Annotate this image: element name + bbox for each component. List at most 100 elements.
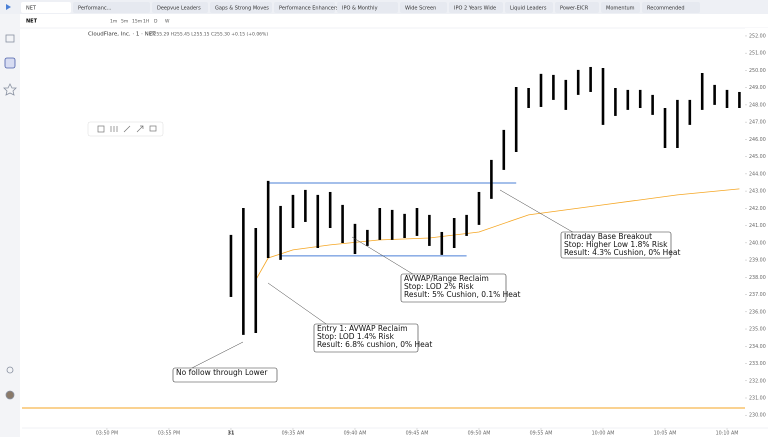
tab[interactable] — [449, 2, 503, 13]
annotation-box — [313, 323, 419, 353]
y-tick-label: 232.00 — [749, 378, 766, 384]
annotation-text: Stop: LOD 2% Risk — [404, 282, 474, 291]
y-tick-label: 250.00 — [749, 68, 766, 74]
sidebar-icons — [3, 34, 17, 400]
ohlc-legend: O255.29 H255.45 L255.15 C255.30 +0.15 (+… — [150, 32, 268, 38]
icon[interactable] — [5, 34, 15, 43]
x-tick-label: 09:40 AM — [344, 431, 367, 437]
tab-label[interactable]: IPO & Monthly — [342, 6, 378, 12]
y-tick-label: 236.00 — [749, 309, 766, 315]
chart-title: CloudFlare, Inc. · 1 · NET — [88, 32, 156, 38]
y-tick-label: 248.00 — [749, 102, 766, 108]
annotation-text: Result: 4.3% Cushion, 0% Heat — [564, 248, 680, 257]
tab-label[interactable]: Performanc... — [78, 6, 112, 12]
tab[interactable] — [601, 2, 640, 13]
tab[interactable] — [337, 2, 398, 13]
interval[interactable]: 1m — [110, 19, 117, 25]
interval[interactable]: 5m — [121, 19, 128, 25]
drawing-toolbar[interactable] — [87, 121, 164, 137]
y-tick-label: 237.00 — [749, 292, 766, 298]
annotation-text: Stop: LOD 1.4% Risk — [317, 332, 395, 341]
interval[interactable]: D — [154, 19, 158, 25]
tab[interactable] — [555, 2, 599, 13]
tab-label[interactable]: Momentum — [606, 6, 635, 12]
x-tick-label: 09:55 AM — [530, 431, 553, 437]
y-tick-label: 239.00 — [749, 258, 766, 264]
tab-label[interactable]: Wide Screen — [405, 6, 436, 12]
pointer — [351, 236, 417, 277]
tab[interactable] — [400, 2, 447, 13]
x-tick-label: 09:35 AM — [282, 431, 305, 437]
annotation-box — [400, 273, 507, 303]
plot: 252.00 251.00 250.00 249.00 248.00 247.00 246.… — [22, 33, 766, 437]
tab[interactable] — [73, 2, 150, 13]
tab-label[interactable]: NET — [26, 6, 37, 12]
annotation-text: Stop: Higher Low 1.8% Risk — [564, 240, 668, 249]
sidebar — [0, 14, 20, 437]
y-tick-label: 245.00 — [749, 154, 766, 160]
y-tick-label: 251.00 — [749, 51, 766, 57]
x-tick-label: 09:50 AM — [468, 431, 491, 437]
tool[interactable] — [97, 125, 105, 133]
y-tick-label: 238.00 — [749, 275, 766, 281]
tool[interactable] — [136, 125, 144, 133]
x-tick-label: 31 — [228, 431, 235, 437]
pointer — [499, 189, 577, 235]
y-tick-label: 243.00 — [749, 189, 766, 195]
x-tick-label: 03:50 PM — [96, 431, 118, 437]
tab[interactable] — [274, 2, 335, 13]
y-tick-label: 235.00 — [749, 327, 766, 333]
interval[interactable]: 15m — [132, 19, 142, 25]
y-tick-label: 233.00 — [749, 361, 766, 367]
icon[interactable] — [4, 57, 16, 69]
x-tick-label: 03:55 PM — [158, 431, 180, 437]
x-tick-label: 10:00 AM — [592, 431, 615, 437]
pointer — [187, 341, 244, 371]
x-tick-label: 09:45 AM — [406, 431, 429, 437]
annotation-text: Entry 1: AVWAP Reclaim — [317, 324, 408, 333]
tool[interactable] — [110, 126, 118, 132]
tab-label[interactable]: Power-EICR — [560, 6, 589, 12]
tab[interactable] — [505, 2, 553, 13]
tab[interactable] — [152, 2, 208, 13]
annotation-text: Result: 6.8% cushion, 0% Heat — [317, 340, 432, 349]
tab[interactable] — [642, 2, 700, 13]
tab[interactable] — [210, 2, 272, 13]
tab[interactable] — [21, 2, 71, 13]
annotation-box — [172, 367, 278, 383]
toolbar: NET 1m 5m 15m 1H D W — [26, 19, 170, 25]
y-tick-label: 246.00 — [749, 137, 766, 143]
annotation-text: Result: 5% Cushion, 0.1% Heat — [404, 290, 520, 299]
x-tick-label: 10:05 AM — [654, 431, 677, 437]
y-tick-label: 234.00 — [749, 344, 766, 350]
tab-label[interactable]: Performance Enhancers — [279, 6, 339, 12]
icon[interactable] — [6, 366, 14, 374]
tabs: NET Performanc... Deepvue Leaders Gaps & St… — [21, 2, 700, 13]
tab-label[interactable]: Liquid Leaders — [510, 6, 547, 12]
interval[interactable]: 1H — [143, 19, 149, 25]
tool[interactable] — [123, 125, 131, 133]
y-tick-label: 244.00 — [749, 171, 766, 177]
y-tick-label: 231.00 — [749, 396, 766, 402]
interval[interactable]: W — [165, 19, 170, 25]
tool[interactable] — [149, 125, 157, 132]
icon[interactable] — [3, 83, 17, 96]
annotation-text: No follow through Lower — [176, 368, 268, 377]
y-tick-label: 242.00 — [749, 206, 766, 212]
y-tick-label: 230.00 — [749, 413, 766, 419]
tab-label[interactable]: IPO 2 Years Wide — [454, 6, 496, 12]
price-axis — [745, 28, 768, 428]
annotation-box — [560, 231, 672, 259]
y-tick-label: 249.00 — [749, 85, 766, 91]
y-tick-label: 241.00 — [749, 223, 766, 229]
annotation-text: AVWAP/Range Reclaim — [404, 274, 489, 283]
annotation-text: Intraday Base Breakout — [564, 232, 652, 241]
symbol[interactable]: NET — [26, 19, 38, 25]
tab-label[interactable]: Recommended — [647, 6, 685, 12]
avatar[interactable] — [5, 390, 15, 400]
tab-label[interactable]: Gaps & Strong Moves — [215, 6, 269, 12]
drawing-tools — [97, 125, 157, 133]
tab-label[interactable]: Deepvue Leaders — [157, 6, 201, 12]
